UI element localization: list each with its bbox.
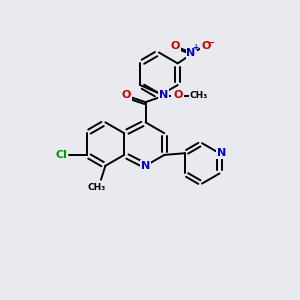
Text: +: + xyxy=(192,44,198,52)
Text: O: O xyxy=(201,41,211,51)
Text: H: H xyxy=(172,93,181,103)
Text: Cl: Cl xyxy=(56,150,67,160)
Text: O: O xyxy=(122,90,131,100)
Text: N: N xyxy=(141,161,150,171)
Text: N: N xyxy=(217,148,226,158)
Text: O: O xyxy=(171,41,180,51)
Text: CH₃: CH₃ xyxy=(87,183,106,192)
Text: N: N xyxy=(187,48,196,58)
Text: −: − xyxy=(206,38,216,48)
Text: CH₃: CH₃ xyxy=(190,92,208,100)
Text: N: N xyxy=(159,90,169,100)
Text: O: O xyxy=(173,90,183,100)
